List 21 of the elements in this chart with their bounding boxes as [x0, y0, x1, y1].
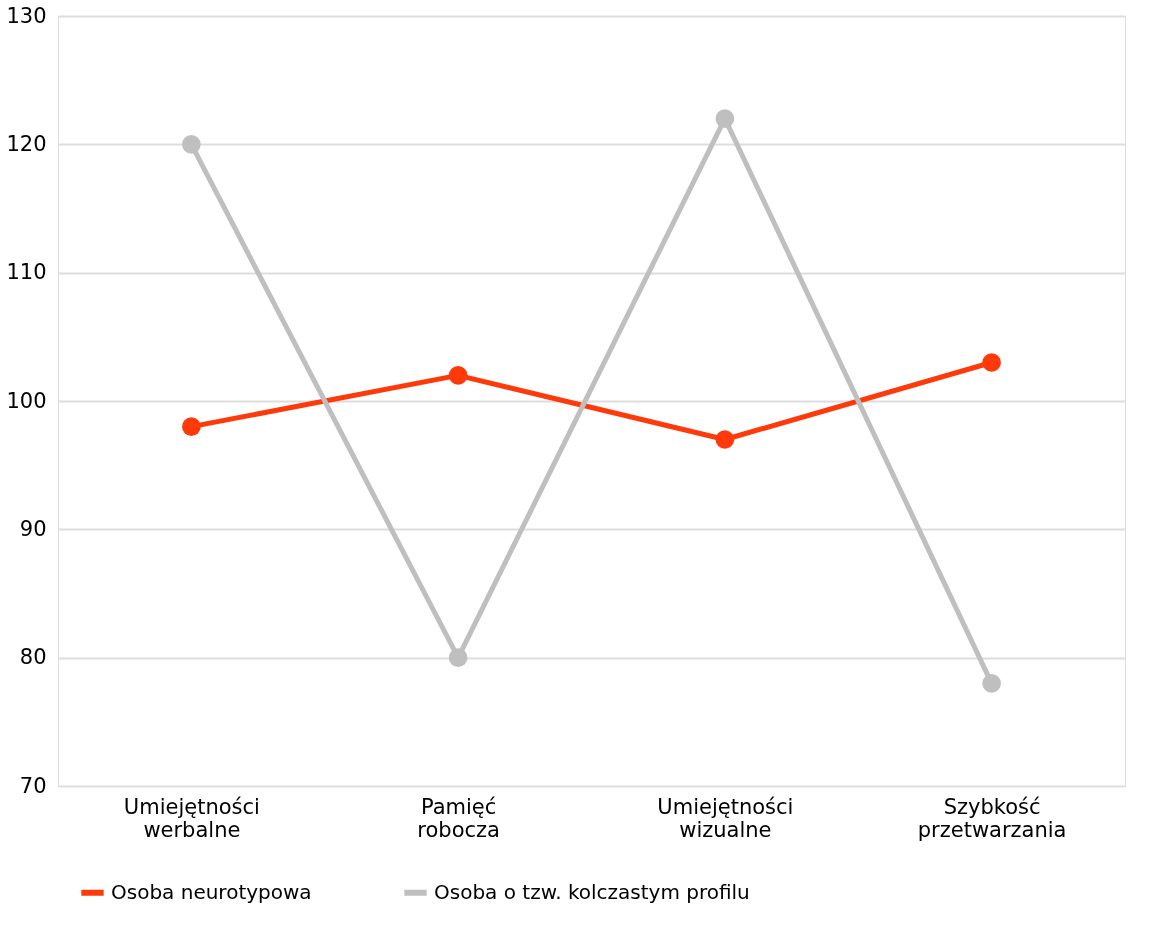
legend-label: Osoba o tzw. kolczastym profilu	[434, 879, 750, 904]
point	[448, 648, 468, 667]
x-tick-label: Szybkość przetwarzania	[917, 794, 1067, 842]
y-tick-label: 80	[19, 645, 47, 670]
y-tick-label: 120	[6, 131, 47, 156]
point	[715, 430, 735, 449]
x-tick-label: Umiejętności werbalne	[123, 794, 260, 842]
point	[715, 109, 735, 128]
y-tick-label: 100	[6, 388, 47, 413]
y-tick-label: 110	[6, 260, 47, 285]
point	[448, 366, 468, 385]
y-tick-label: 130	[6, 3, 47, 28]
y-tick-label: 90	[19, 516, 47, 541]
y-tick-label: 70	[19, 773, 47, 798]
point	[182, 417, 201, 436]
legend-label: Osoba neurotypowa	[111, 879, 312, 904]
point	[982, 353, 1001, 372]
point	[182, 135, 201, 154]
x-tick-label: Pamięć robocza	[417, 794, 500, 842]
point	[982, 674, 1001, 693]
x-tick-label: Umiejętności wizualne	[657, 794, 794, 842]
